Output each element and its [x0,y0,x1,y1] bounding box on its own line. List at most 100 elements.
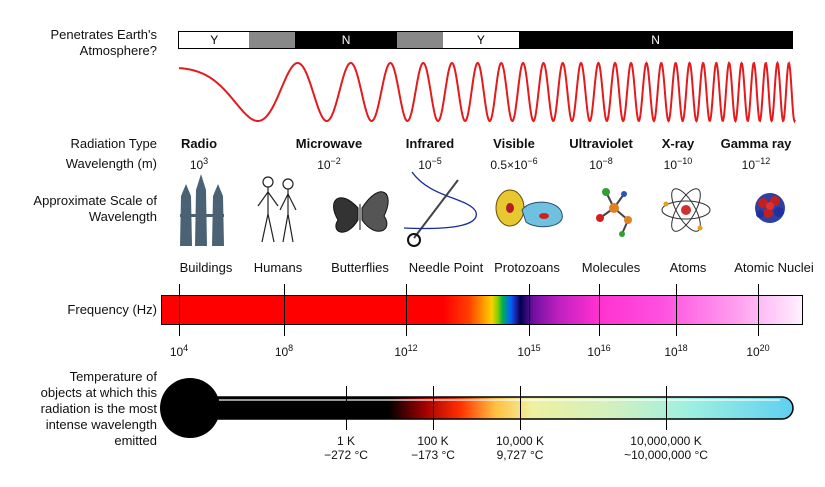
frequency-base: 10 [274,345,289,359]
radiation-type-name: Infrared [405,136,455,151]
temperature-tick [346,386,347,430]
frequency-base: 10 [664,345,678,359]
temperature-kelvin: 100 K [417,434,449,448]
scale-label: Atomic Nuclei [734,260,814,275]
frequency-exponent: 20 [759,343,770,353]
wavelength-exponent: −5 [431,156,442,166]
temperature-celsius: 9,727 °C [496,448,544,462]
temperature-celsius: ~10,000,000 °C [624,448,708,462]
radiation-type-name: Microwave [295,136,363,151]
temperature-value: 10,000,000 K ~10,000,000 °C [624,434,708,462]
frequency-base: 10 [517,345,531,359]
needle-icon [403,171,477,247]
frequency-value: 108 [275,343,293,359]
radiation-type-name: Gamma ray [720,136,792,151]
atmosphere-segment: Y [179,32,250,48]
frequency-value: 1018 [664,343,687,359]
atmosphere-segment [396,32,443,48]
temperature-kelvin: 10,000 K [495,434,545,448]
frequency-tick [599,284,600,336]
temperature-value: 1 K −272 °C [324,434,368,462]
wavelength-value: 10−5 [418,156,442,172]
wavelength-value: 10−8 [589,156,613,172]
scale-label: Butterflies [331,260,389,275]
wavelength-exponent: −8 [602,156,613,166]
frequency-value: 1012 [394,343,417,359]
frequency-exponent: 18 [677,343,688,353]
scale-label: Approximate Scale of Wavelength [33,193,157,224]
frequency-exponent: 12 [407,343,418,353]
radiation-type-name: Radio [180,136,218,151]
wavelength-value: 0.5×10−6 [490,156,537,172]
wavelength-base: 10 [189,158,204,172]
wavelength-base: 10 [663,158,678,172]
temperature-value: 10,000 K 9,727 °C [496,434,544,462]
frequency-base: 10 [746,345,760,359]
wavelength-exponent: −12 [755,156,771,166]
butterfly-icon [333,191,389,233]
wavelength-value: 103 [190,156,208,172]
wavelength-value: 10−12 [742,156,771,172]
wavelength-exponent: 3 [203,156,209,166]
penetrates-label: Penetrates Earth's Atmosphere? [50,27,157,58]
wavelength-exponent: −6 [527,156,538,166]
atmosphere-segment: Y [442,32,520,48]
frequency-exponent: 15 [530,343,541,353]
frequency-tick [529,284,530,336]
frequency-value: 1015 [517,343,540,359]
frequency-exponent: 8 [288,343,294,353]
frequency-base: 10 [587,345,601,359]
wavelength-base: 10 [317,158,331,172]
frequency-value: 1020 [746,343,769,359]
wavelength-label: Wavelength (m) [65,156,157,171]
temperature-tick [433,386,434,430]
scale-label: Buildings [179,260,233,275]
temperature-celsius: −272 °C [324,448,368,462]
radiation-type-name: Ultraviolet [569,136,633,151]
frequency-value: 1016 [587,343,610,359]
scale-label: Atoms [669,260,707,275]
frequency-tick [179,284,180,336]
frequency-bar [161,295,803,325]
atmosphere-segment: N [295,32,397,48]
scale-label: Humans [253,260,303,275]
wavelength-base: 0.5×10 [490,158,528,172]
temperature-tick [520,386,521,430]
wave-graphic [179,60,796,124]
protozoan-icon [495,189,563,228]
temperature-kelvin: 10,000,000 K [630,434,702,448]
frequency-value: 104 [170,343,188,359]
radiation-type-name: Visible [493,136,535,151]
atom-icon [661,188,711,232]
wavelength-base: 10 [418,158,432,172]
wavelength-exponent: −10 [677,156,693,166]
humans-icon [257,176,297,243]
frequency-tick [758,284,759,336]
temperature-value: 100 K −173 °C [411,434,455,462]
scale-icons [180,171,785,247]
frequency-label: Frequency (Hz) [67,302,157,317]
scale-label: Needle Point [408,260,484,275]
atmosphere-segment [249,32,296,48]
temperature-label: Temperature of objects at which this rad… [40,369,157,448]
wave-line [179,60,796,124]
temperature-tick [666,386,667,430]
frequency-base: 10 [394,345,408,359]
wavelength-exponent: −2 [330,156,341,166]
frequency-exponent: 4 [183,343,189,353]
frequency-tick [284,284,285,336]
wavelength-value: 10−2 [317,156,341,172]
wavelength-base: 10 [741,158,756,172]
frequency-exponent: 16 [600,343,611,353]
temperature-celsius: −173 °C [411,448,455,462]
nucleus-icon [755,193,785,223]
molecule-icon [596,188,632,237]
radiation-type-label: Radiation Type [70,136,158,151]
wavelength-base: 10 [589,158,603,172]
wavelength-value: 10−10 [664,156,693,172]
frequency-tick [406,284,407,336]
radiation-type-name: X-ray [661,136,695,151]
frequency-base: 10 [169,345,184,359]
scale-label: Protozoans [494,260,560,275]
